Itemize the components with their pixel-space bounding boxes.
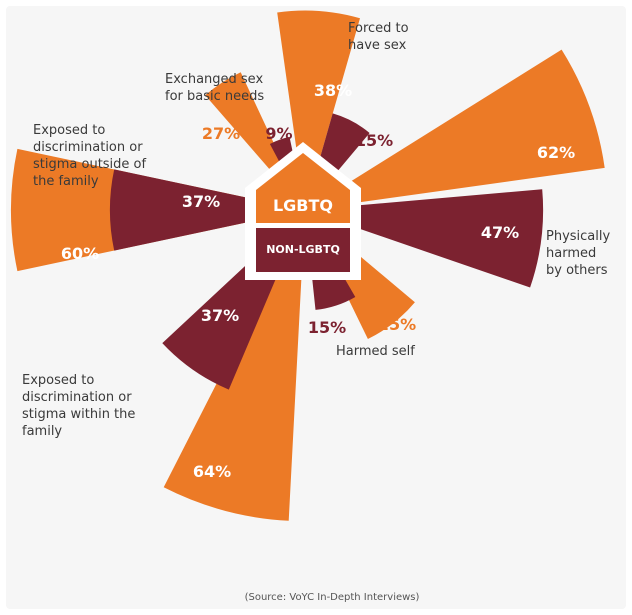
wedge-physically-harmed-non-lgbtq bbox=[333, 189, 544, 288]
category-label-exchanged-sex: Exchanged sex for basic needs bbox=[165, 72, 267, 104]
center-label-lgbtq: LGBTQ bbox=[273, 196, 333, 215]
house-roof-lgbtq bbox=[256, 153, 350, 223]
category-label-physically-harmed: Physically harmed by others bbox=[546, 229, 614, 278]
pct-stigma-outside-non-lgbtq: 37% bbox=[182, 192, 220, 211]
wedge-stigma-within-family-lgbtq bbox=[163, 236, 304, 521]
category-label-harmed-self: Harmed self bbox=[336, 344, 415, 359]
pct-exchanged-sex-non-lgbtq: 9% bbox=[265, 124, 292, 143]
wedge-exchanged-sex-lgbtq bbox=[205, 72, 293, 188]
pct-forced-sex-non-lgbtq: 15% bbox=[355, 131, 393, 150]
center-label-non-lgbtq: NON-LGBTQ bbox=[266, 243, 340, 256]
percent-label-layer: 38% 15% 62% 47% 25% 15% 64% 37% 60% 37% … bbox=[61, 81, 575, 481]
pct-forced-sex-lgbtq: 38% bbox=[314, 81, 352, 100]
pct-physically-harmed-lgbtq: 62% bbox=[537, 143, 575, 162]
pct-harmed-self-non-lgbtq: 15% bbox=[308, 318, 346, 337]
category-label-forced-sex: Forced to have sex bbox=[348, 21, 413, 53]
wedge-forced-sex-lgbtq bbox=[277, 10, 360, 182]
source-note: (Source: VoYC In-Depth Interviews) bbox=[245, 592, 420, 603]
pct-stigma-within-non-lgbtq: 37% bbox=[201, 306, 239, 325]
category-label-stigma-within-family: Exposed to discrimination or stigma with… bbox=[22, 373, 140, 439]
wedge-stigma-outside-family-non-lgbtq bbox=[109, 169, 276, 251]
pct-stigma-outside-lgbtq: 60% bbox=[61, 244, 99, 263]
pct-exchanged-sex-lgbtq: 27% bbox=[202, 124, 240, 143]
pct-stigma-within-lgbtq: 64% bbox=[193, 462, 231, 481]
house-icon: LGBTQ NON-LGBTQ bbox=[245, 142, 361, 280]
pct-harmed-self-lgbtq: 25% bbox=[378, 315, 416, 334]
wedge-physically-harmed-lgbtq bbox=[330, 49, 605, 206]
house-base-non-lgbtq bbox=[256, 228, 350, 272]
pct-physically-harmed-non-lgbtq: 47% bbox=[481, 223, 519, 242]
category-label-stigma-outside-family: Exposed to discrimination or stigma outs… bbox=[33, 123, 150, 189]
